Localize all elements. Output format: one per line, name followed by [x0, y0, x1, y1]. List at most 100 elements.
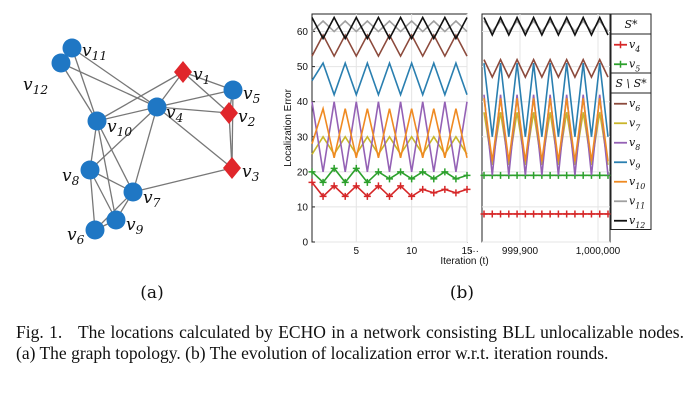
series-v4 [308, 178, 612, 218]
marker-v5 [319, 178, 327, 186]
graph-edge [71, 47, 98, 122]
marker-v4 [505, 210, 513, 218]
graph-edge [96, 106, 158, 122]
marker-v4 [538, 210, 546, 218]
legend-entry-v6: v6 [629, 97, 640, 113]
x-axis-label: Iteration (t) [440, 256, 488, 267]
marker-v4 [330, 182, 338, 190]
label-v6: v6 [67, 225, 85, 247]
legend-group-box [610, 13, 652, 74]
series-v12 [311, 15, 609, 41]
y-tick-label: 30 [297, 132, 309, 143]
label-v7: v7 [143, 188, 161, 210]
figure-caption: Fig. 1. The locations calculated by ECHO… [16, 322, 684, 364]
graph-edge [96, 71, 184, 122]
marker-v5 [513, 171, 521, 179]
marker-v4 [441, 185, 449, 193]
localization-error-chart: 0 10 20 30 40 50 60 5 10 15 999,900 1,000,000 ··· Loc… [283, 13, 652, 267]
marker-v5 [530, 171, 538, 179]
series-line-right-v12 [483, 15, 609, 37]
marker-v5 [452, 175, 460, 183]
series-line-right-v9 [483, 63, 609, 137]
graph-edge [60, 62, 98, 122]
node-v10 [87, 111, 107, 131]
graph-topology: v11 v12 v1 v5 v4 v2 v10 v3 v8 v7 v9 v6 [23, 38, 261, 247]
legend-entry-v5: v5 [629, 57, 640, 73]
marker-v4 [374, 182, 382, 190]
marker-v5 [341, 178, 349, 186]
series-line-v8 [311, 101, 468, 172]
x-tick-label: 999,900 [502, 246, 539, 257]
marker-v5 [596, 171, 604, 179]
marker-v4 [571, 210, 579, 218]
node-v6 [85, 220, 105, 240]
marker-v4 [604, 210, 612, 218]
legend-marker [617, 41, 624, 49]
x-tick-label: 5 [354, 246, 360, 257]
legend-group-box [610, 72, 652, 230]
figure: v11 v12 v1 v5 v4 v2 v10 v3 v8 v7 v9 v6 0 10 20 30 40 50 6… [23, 13, 652, 303]
left-panel-frame [311, 13, 468, 243]
x-tick-label: 10 [406, 246, 418, 257]
legend-entry-v4: v4 [629, 38, 640, 54]
marker-v4 [587, 210, 595, 218]
series-v9 [311, 60, 609, 137]
node-v4 [147, 97, 167, 117]
marker-v4 [386, 192, 393, 200]
marker-v4 [530, 210, 538, 218]
legend-marker [617, 60, 624, 68]
marker-v5 [419, 168, 427, 176]
x-axis-break: ··· [469, 246, 479, 257]
marker-v4 [513, 210, 521, 218]
label-v2: v2 [238, 107, 256, 129]
graph-edge [182, 71, 230, 114]
legend-entry-v12: v12 [629, 214, 645, 230]
legend-entry-v8: v8 [629, 136, 640, 152]
node-v5 [223, 80, 243, 100]
caption-text: The locations calculated by ECHO in a ne… [16, 322, 689, 363]
label-v5: v5 [243, 84, 261, 106]
y-tick-label: 0 [302, 238, 308, 249]
marker-v4 [596, 210, 604, 218]
graph-edge [132, 106, 158, 193]
marker-v5 [352, 164, 360, 172]
label-v9: v9 [126, 215, 144, 237]
legend: S* v4 v5 S \ S* v6 v7 v8 v9 v10 v11 v12 [610, 13, 652, 230]
marker-v5 [308, 168, 316, 176]
marker-v4 [352, 182, 360, 190]
marker-v4 [480, 210, 488, 218]
graph-edge [60, 62, 158, 108]
legend-entry-v10: v10 [629, 175, 645, 191]
label-v8: v8 [62, 166, 80, 188]
y-tick-label: 20 [297, 167, 309, 178]
y-axis-label: Localization Error [283, 88, 294, 166]
subfig-a-label: (a) [140, 283, 163, 303]
subfig-b-label: (b) [450, 283, 474, 303]
x-tick-label: 15 [461, 246, 473, 257]
graph-edge [156, 89, 234, 108]
marker-v4 [579, 210, 587, 218]
marker-v4 [521, 210, 529, 218]
marker-v4 [341, 192, 349, 200]
marker-v5 [408, 175, 416, 183]
marker-v5 [463, 171, 471, 179]
marker-v5 [441, 168, 449, 176]
graph-edge [96, 120, 134, 193]
graph-edge [132, 167, 233, 193]
series-line-right-v10 [483, 98, 609, 162]
marker-v4 [319, 192, 327, 200]
legend-entry-v9: v9 [629, 155, 640, 171]
series-line-v9 [311, 60, 468, 98]
figure-canvas: v11 v12 v1 v5 v4 v2 v10 v3 v8 v7 v9 v6 0 10 20 30 40 50 6… [23, 13, 652, 303]
graph-edge [156, 106, 233, 169]
series-line-v11 [311, 19, 468, 33]
y-tick-label: 50 [297, 62, 309, 73]
node-v2 [220, 102, 238, 124]
series-line-v10 [311, 105, 468, 158]
marker-v4 [308, 178, 316, 186]
node-v9 [106, 210, 126, 230]
marker-v5 [386, 175, 393, 183]
marker-v4 [430, 189, 438, 197]
y-tick-label: 60 [297, 27, 309, 38]
marker-v4 [554, 210, 562, 218]
